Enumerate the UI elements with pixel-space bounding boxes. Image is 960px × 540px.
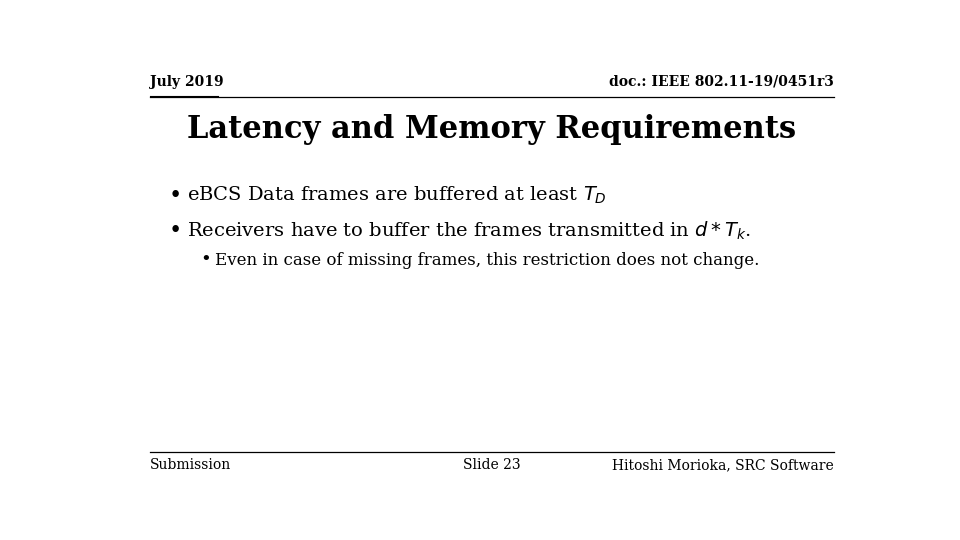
- Text: eBCS Data frames are buffered at least $T_D$: eBCS Data frames are buffered at least $…: [187, 185, 607, 206]
- Text: Receivers have to buffer the frames transmitted in $\mathit{d} * T_k$.: Receivers have to buffer the frames tran…: [187, 220, 751, 242]
- Text: Even in case of missing frames, this restriction does not change.: Even in case of missing frames, this res…: [215, 252, 759, 269]
- Text: July 2019: July 2019: [150, 75, 224, 89]
- Text: Latency and Memory Requirements: Latency and Memory Requirements: [187, 114, 797, 145]
- Text: Hitoshi Morioka, SRC Software: Hitoshi Morioka, SRC Software: [612, 458, 834, 472]
- Text: •: •: [168, 185, 181, 207]
- Text: •: •: [168, 220, 181, 242]
- Text: •: •: [201, 251, 211, 269]
- Text: doc.: IEEE 802.11-19/0451r3: doc.: IEEE 802.11-19/0451r3: [610, 75, 834, 89]
- Text: Submission: Submission: [150, 458, 231, 472]
- Text: Slide 23: Slide 23: [463, 458, 521, 472]
